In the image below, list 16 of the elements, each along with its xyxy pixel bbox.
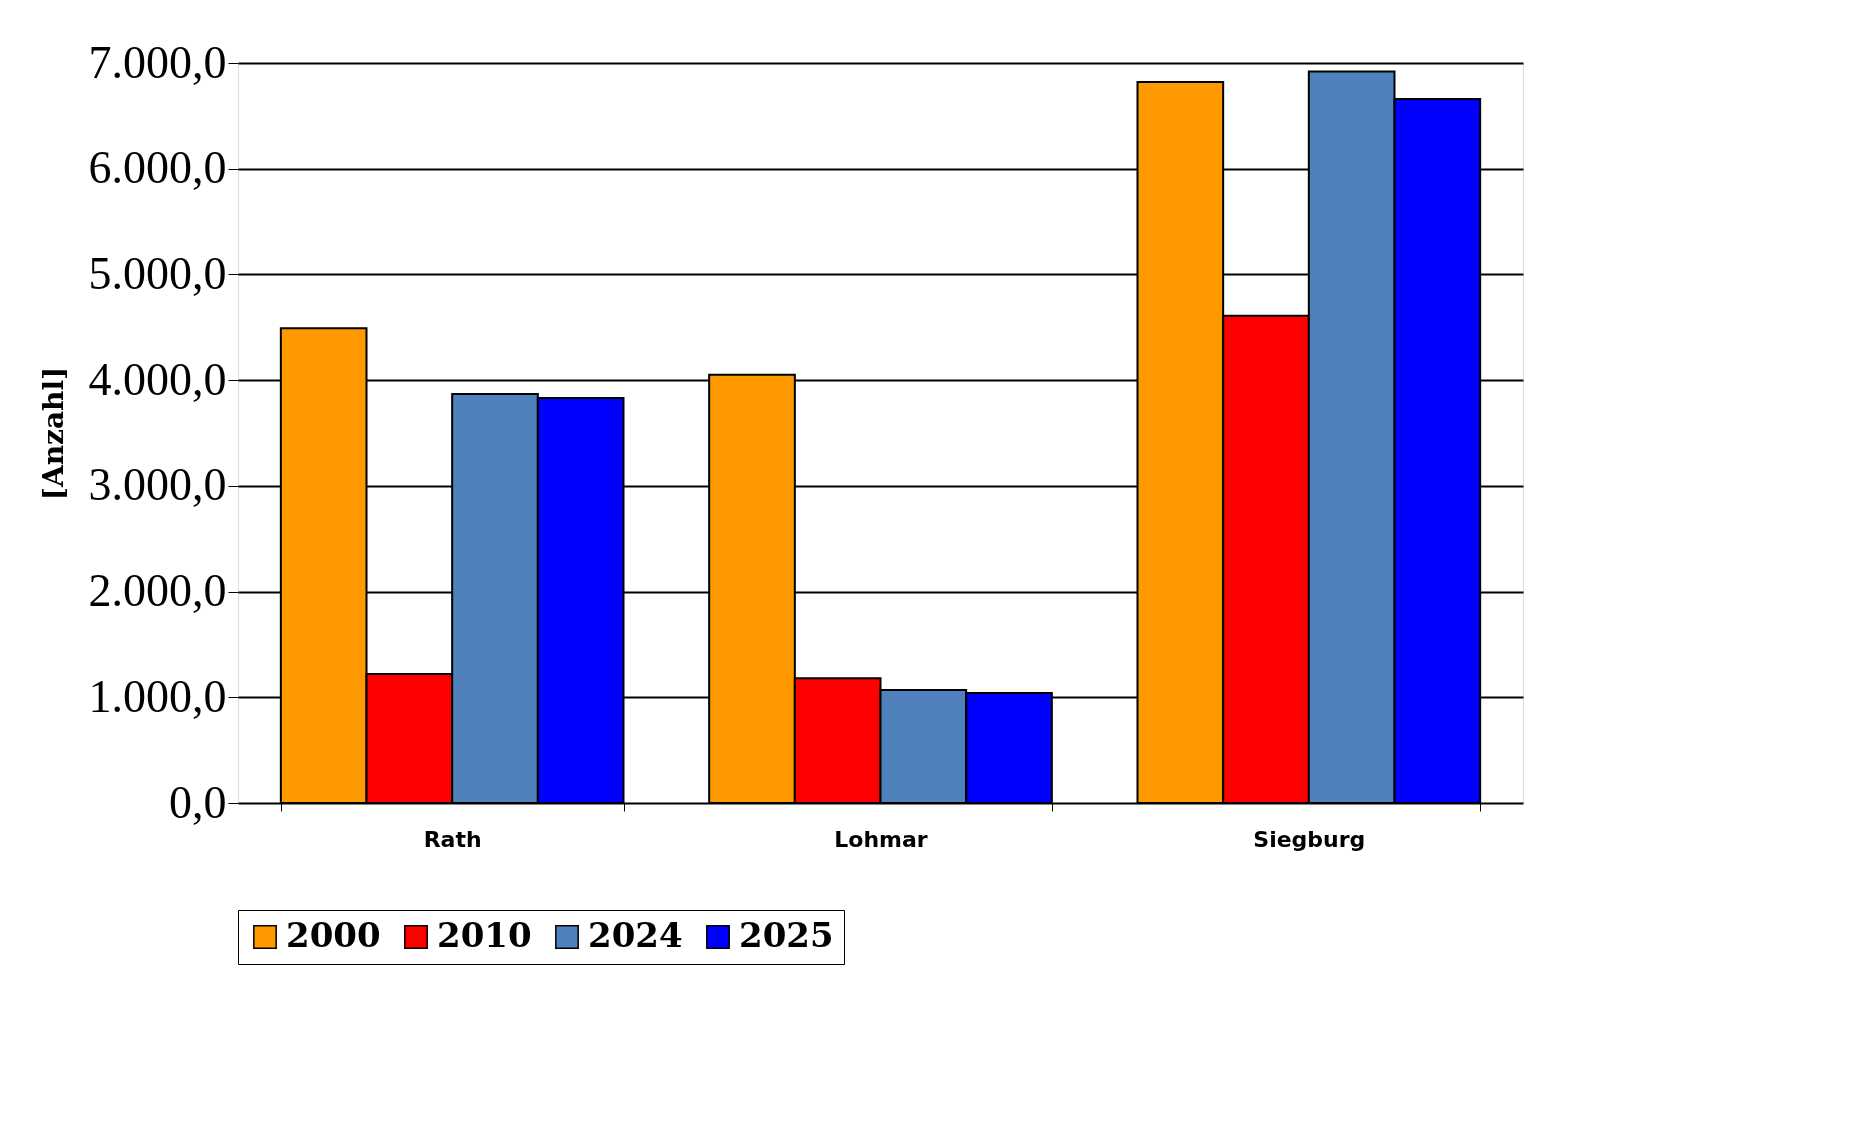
- y-tick-label: 1.000,0: [88, 670, 227, 722]
- x-tick-label: Lohmar: [834, 826, 928, 852]
- x-tick-label: Rath: [423, 826, 482, 852]
- legend-label: 2025: [739, 915, 834, 955]
- legend-label: 2024: [588, 915, 683, 955]
- y-tick-label: 3.000,0: [88, 459, 227, 511]
- legend-label: 2000: [286, 915, 381, 955]
- y-tick-label: 7.000,0: [88, 36, 227, 88]
- y-tick-label: 5.000,0: [88, 247, 227, 299]
- y-tick-label: 6.000,0: [88, 142, 227, 194]
- x-tick-label: Siegburg: [1253, 826, 1366, 852]
- legend-label: 2010: [437, 915, 532, 955]
- y-tick-label: 0,0: [169, 776, 227, 828]
- y-tick-label: 4.000,0: [88, 353, 227, 405]
- y-tick-label: 2.000,0: [88, 565, 227, 617]
- y-axis-title: [Anzahl]: [36, 366, 70, 501]
